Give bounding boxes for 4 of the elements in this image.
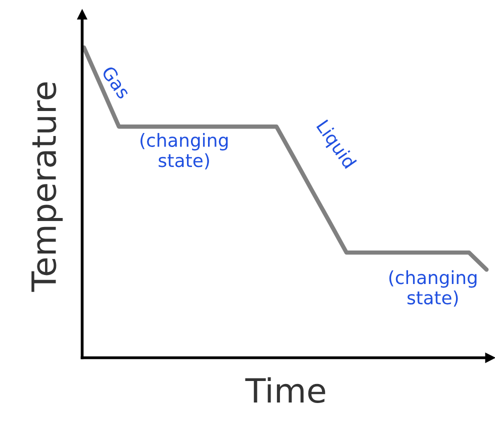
x-axis-title: Time [245,377,326,404]
annotation: (changing state) [140,133,228,170]
y-axis-title: Temperature [31,82,63,292]
annotation: (changing state) [389,270,476,307]
